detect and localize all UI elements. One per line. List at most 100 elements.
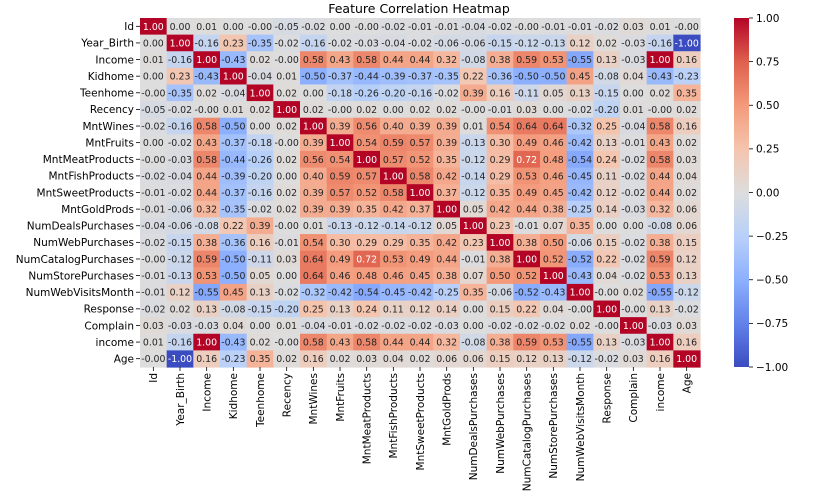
heatmap-cell — [646, 51, 674, 69]
heatmap-cell — [593, 67, 621, 86]
cell-value: 0.02 — [276, 122, 297, 133]
cell-value: 0.13 — [596, 338, 617, 349]
heatmap-cell — [166, 267, 194, 285]
heatmap-cell — [593, 267, 621, 285]
cell-value: 0.32 — [436, 338, 457, 349]
heatmap-cell — [513, 117, 541, 135]
x-axis: Id Year_Birth Income Kidhome Teenhome Recency… — [148, 367, 693, 491]
heatmap-cell — [646, 250, 674, 268]
cell-value: 0.53 — [543, 55, 564, 66]
y-tick-label: NumWebPurchases — [33, 237, 134, 249]
cell-value: 0.03 — [623, 22, 644, 33]
heatmap-cell — [273, 117, 301, 135]
heatmap-cell — [433, 34, 461, 52]
heatmap-cell — [326, 300, 354, 318]
heatmap-cell — [433, 267, 461, 285]
y-tick-label: income — [96, 337, 134, 349]
cell-value: 0.32 — [196, 205, 217, 216]
heatmap-cell — [273, 250, 301, 268]
heatmap-cell — [486, 317, 514, 335]
heatmap-cell — [593, 283, 621, 302]
heatmap-cell — [486, 184, 514, 202]
heatmap-cell — [646, 350, 674, 368]
heatmap-cell — [193, 101, 221, 119]
cell-value: 0.13 — [596, 138, 617, 149]
heatmap-cell — [406, 34, 434, 52]
cell-value: -0.00 — [648, 105, 672, 116]
heatmap-cell — [460, 67, 488, 86]
heatmap-cell — [486, 34, 514, 52]
heatmap-cell — [300, 200, 328, 219]
cell-value: -0.45 — [568, 171, 592, 182]
cell-value: -0.20 — [381, 88, 405, 99]
heatmap-cell — [353, 167, 381, 185]
cell-value: 0.30 — [490, 138, 511, 149]
heatmap-cell — [353, 350, 381, 368]
heatmap-cell — [246, 117, 274, 135]
heatmap-cell — [566, 117, 594, 135]
heatmap-cell — [460, 34, 488, 52]
cell-value: 0.54 — [303, 238, 324, 249]
heatmap-cell — [326, 234, 354, 252]
cell-value: 0.49 — [410, 254, 431, 265]
cell-value: 0.02 — [250, 338, 271, 349]
heatmap-cell — [646, 34, 674, 52]
x-tick-label: Year_Birth — [175, 373, 187, 427]
heatmap-cell — [620, 350, 648, 368]
cell-value: 0.14 — [596, 205, 617, 216]
cell-value: 0.23 — [170, 72, 191, 83]
cell-value: 0.03 — [623, 354, 644, 365]
cell-value: -0.43 — [221, 55, 245, 66]
cell-value: -0.16 — [648, 38, 672, 49]
heatmap-cell — [246, 350, 274, 368]
cell-value: 1.00 — [250, 88, 271, 99]
cell-value: 0.45 — [223, 288, 244, 299]
cell-value: -0.50 — [221, 254, 245, 265]
heatmap-cell — [540, 184, 568, 202]
heatmap-cell — [433, 300, 461, 318]
heatmap-cell — [433, 350, 461, 368]
heatmap-cell — [673, 134, 701, 152]
heatmap-cell — [486, 333, 514, 351]
cell-value: -0.52 — [515, 288, 539, 299]
cell-value: -0.01 — [328, 321, 352, 332]
cell-value: 1.00 — [196, 55, 217, 66]
cell-value: -0.01 — [541, 22, 565, 33]
cell-value: -0.00 — [275, 221, 299, 232]
heatmap-cell — [326, 134, 354, 152]
cell-value: 0.29 — [490, 155, 511, 166]
cell-value: 0.16 — [196, 354, 217, 365]
cell-value: -0.01 — [408, 22, 432, 33]
cell-value: 0.37 — [410, 205, 431, 216]
x-tick-label: MntGoldProds — [441, 373, 453, 446]
heatmap-cell — [380, 234, 408, 252]
cell-value: 0.00 — [223, 22, 244, 33]
cell-value: 0.00 — [596, 221, 617, 232]
heatmap-cell — [246, 84, 274, 102]
cell-value: 0.59 — [330, 171, 351, 182]
cell-value: -0.01 — [568, 22, 592, 33]
cell-value: -0.03 — [355, 38, 379, 49]
cell-value: 0.00 — [250, 321, 271, 332]
heatmap-cell — [193, 134, 221, 152]
heatmap-cell — [353, 217, 381, 235]
cell-value: 0.39 — [436, 122, 457, 133]
heatmap-cell — [460, 217, 488, 235]
cell-value: 0.15 — [490, 304, 511, 315]
cell-value: -0.20 — [595, 105, 619, 116]
heatmap-cell — [513, 267, 541, 285]
cell-value: -0.43 — [195, 72, 219, 83]
heatmap-cell — [406, 267, 434, 285]
cell-value: 0.22 — [596, 254, 617, 265]
heatmap-cell — [673, 267, 701, 285]
heatmap-cell — [433, 67, 461, 86]
cell-value: -0.16 — [248, 188, 272, 199]
heatmap-cell — [193, 217, 221, 235]
cell-value: 0.72 — [516, 155, 537, 166]
heatmap-cell — [406, 250, 434, 268]
heatmap-cell — [353, 317, 381, 335]
heatmap-cell — [460, 200, 488, 219]
heatmap-cell — [220, 333, 248, 351]
heatmap-cell — [300, 84, 328, 102]
cell-value: -0.02 — [248, 205, 272, 216]
